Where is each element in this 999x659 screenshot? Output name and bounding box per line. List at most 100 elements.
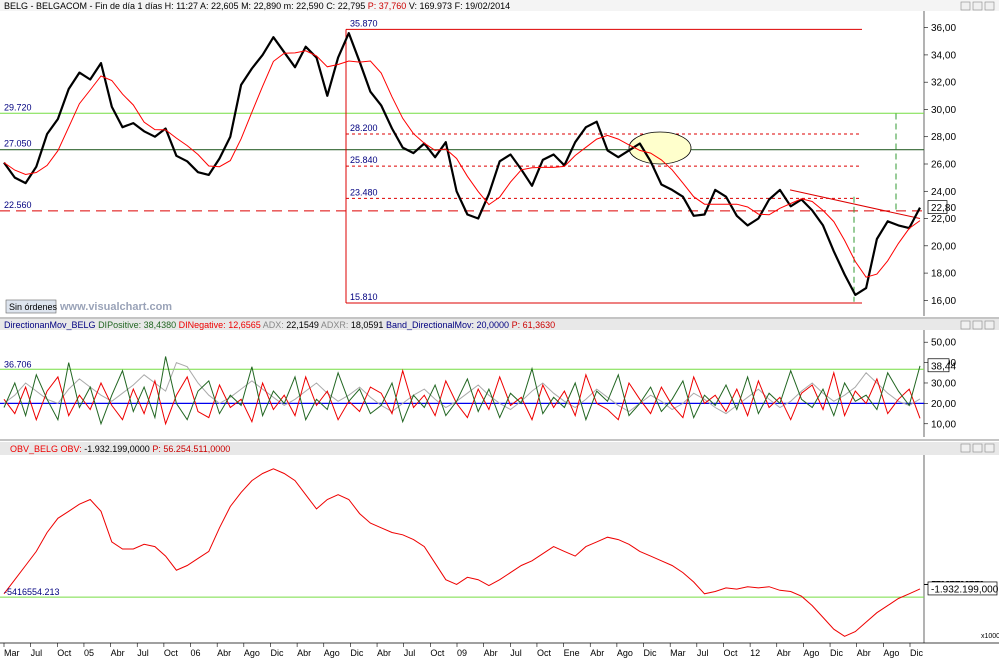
dmi-tick-label: 10,00 xyxy=(931,419,956,430)
minimize-button[interactable] xyxy=(960,1,971,11)
scale-factor: x1000 xyxy=(981,633,999,640)
x-tick-label: Abr xyxy=(297,648,311,658)
x-tick-label: Abr xyxy=(590,648,604,658)
obv-pane: OBV_BELG OBV: -1.932.199,0000 P: 56.254.… xyxy=(0,439,999,643)
x-tick-label: Ago xyxy=(244,648,260,658)
price-window-controls xyxy=(960,1,995,11)
price-levels xyxy=(0,28,924,304)
price-header: BELG - BELGACOM - Fin de día 1 días H: 1… xyxy=(4,1,510,11)
orders-button[interactable]: Sin órdenes xyxy=(5,299,58,314)
dmi-tick-label: 30,00 xyxy=(931,378,956,389)
dmi-header: DirectionanMov_BELG DIPositive: 38,4380 … xyxy=(4,320,555,330)
dmi-series-DIPositive xyxy=(3,356,921,426)
level-label: 27.050 xyxy=(4,139,32,149)
x-tick-label: Oct xyxy=(57,648,72,658)
close-button[interactable] xyxy=(984,320,995,330)
x-tick-label: 09 xyxy=(457,648,467,658)
dmi-last-value-label: 38,44 xyxy=(931,361,956,372)
obv-last-value-label: -1.932.199,000 xyxy=(931,584,999,595)
dmi-level-label: 36.706 xyxy=(4,359,32,369)
x-tick-label: Oct xyxy=(430,648,445,658)
obv-header: OBV_BELG OBV: -1.932.199,0000 P: 56.254.… xyxy=(10,444,230,454)
price-tick-label: 30,00 xyxy=(931,105,956,116)
orders-button-bg[interactable] xyxy=(5,299,57,314)
price-tick-label: 32,00 xyxy=(931,78,956,89)
dmi-pane: DirectionanMov_BELG DIPositive: 38,4380 … xyxy=(0,317,999,437)
minimize-button[interactable] xyxy=(960,443,971,453)
x-tick-label: 05 xyxy=(84,648,94,658)
x-tick-label: Dic xyxy=(830,648,843,658)
dmi-pane-header-bg xyxy=(0,319,999,330)
price-tick-label: 20,00 xyxy=(931,241,956,252)
x-tick-label: Abr xyxy=(484,648,498,658)
time-axis-labels: Mar Jul Oct 05 Abr Jul Oct 06 Abr Ago Dic Abr Ago Dic… xyxy=(3,643,923,658)
x-tick-label: Dic xyxy=(644,648,657,658)
price-tick-label: 28,00 xyxy=(931,132,956,143)
obv-window-controls xyxy=(960,443,995,453)
price-y-axis-ticks: 16,00 18,00 20,00 22,00 24,00 26,00 28,00 30,00… xyxy=(924,23,956,307)
price-tick-label: 24,00 xyxy=(931,187,956,198)
dmi-series xyxy=(3,356,921,426)
dmi-tick-label: 20,00 xyxy=(931,399,956,410)
price-tick-label: 36,00 xyxy=(931,23,956,34)
x-tick-label: 06 xyxy=(191,648,201,658)
price-tick-label: 22,00 xyxy=(931,214,956,225)
level-label: 29.720 xyxy=(4,102,32,112)
price-tick-label: 34,00 xyxy=(931,50,956,61)
maximize-button[interactable] xyxy=(972,443,983,453)
moving-average-line xyxy=(3,50,921,278)
price-line xyxy=(3,32,921,296)
x-tick-label: Oct xyxy=(164,648,179,658)
obv-pane-header-bg xyxy=(0,442,999,455)
price-pane: BELG - BELGACOM - Fin de día 1 días H: 1… xyxy=(0,0,999,316)
fib-label: 23.480 xyxy=(350,187,378,197)
x-tick-label: Dic xyxy=(350,648,363,658)
x-tick-label: Abr xyxy=(217,648,231,658)
dmi-level-labels: 36.706 38,44 xyxy=(4,358,956,373)
obv-last-value-box xyxy=(927,581,998,596)
x-tick-label: Jul xyxy=(137,648,149,658)
x-tick-label: Oct xyxy=(723,648,738,658)
x-tick-label: Jul xyxy=(404,648,416,658)
x-tick-label: Ago xyxy=(803,648,819,658)
time-axis: Mar Jul Oct 05 Abr Jul Oct 06 Abr Ago Dic Abr Ago Dic… xyxy=(0,642,999,658)
dmi-series-DINegative xyxy=(3,368,921,426)
highlight-ellipse xyxy=(628,131,692,165)
x-tick-label: Ago xyxy=(617,648,633,658)
fib-label: 25.840 xyxy=(350,155,378,165)
fib-label: 28.200 xyxy=(350,123,378,133)
x-tick-label: 12 xyxy=(750,648,760,658)
minimize-button[interactable] xyxy=(960,320,971,330)
level-label: 22.560 xyxy=(4,200,32,210)
maximize-button[interactable] xyxy=(972,320,983,330)
price-last-value-label: 22,80 xyxy=(931,203,956,214)
x-tick-label: Jul xyxy=(31,648,43,658)
x-tick-label: Jul xyxy=(510,648,522,658)
obv-level-label: -5416554.213 xyxy=(4,587,60,597)
x-tick-label: Mar xyxy=(670,648,686,658)
x-tick-label: Ago xyxy=(883,648,899,658)
price-tick-label: 26,00 xyxy=(931,160,956,171)
obv-level-labels: -5416554.213 -1.932.199,000 xyxy=(4,581,999,597)
dmi-last-value-box xyxy=(927,358,950,373)
obv-line xyxy=(3,468,921,637)
close-button[interactable] xyxy=(984,1,995,11)
x-tick-label: Ago xyxy=(324,648,340,658)
obv-series xyxy=(3,468,921,637)
price-last-value-box xyxy=(927,200,948,214)
x-tick-label: Abr xyxy=(111,648,125,658)
price-series xyxy=(3,32,921,296)
x-tick-label: Oct xyxy=(537,648,552,658)
x-tick-label: Jul xyxy=(697,648,709,658)
dmi-tick-label: 50,00 xyxy=(931,338,956,349)
fib-label: 35.870 xyxy=(350,18,378,28)
maximize-button[interactable] xyxy=(972,1,983,11)
watermark: www.visualchart.com xyxy=(59,301,172,313)
fib-label: 15.810 xyxy=(350,292,378,302)
orders-button-label[interactable]: Sin órdenes xyxy=(9,302,58,312)
close-button[interactable] xyxy=(984,443,995,453)
price-pane-header-bg xyxy=(0,0,999,11)
x-tick-label: Abr xyxy=(777,648,791,658)
x-tick-label: Abr xyxy=(377,648,391,658)
